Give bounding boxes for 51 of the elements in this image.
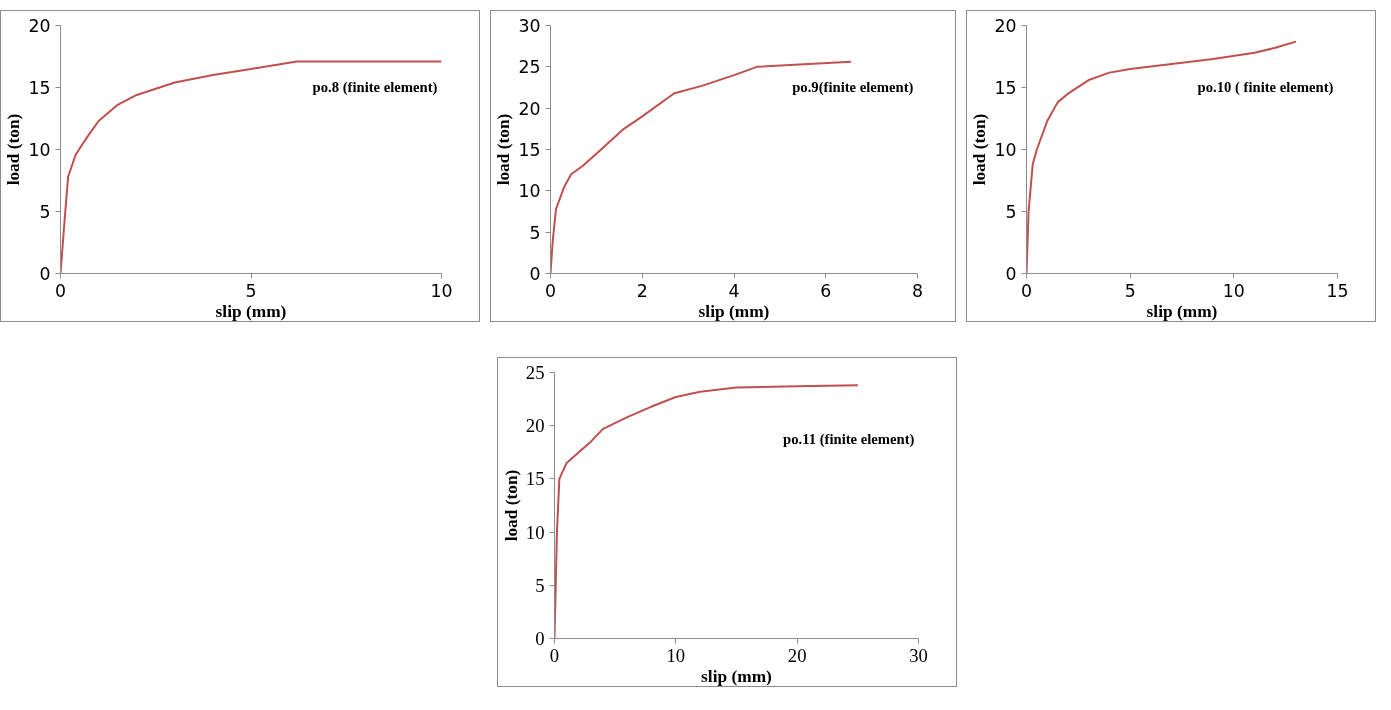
- y-tick-label: 20: [525, 415, 545, 437]
- y-tick-label: 10: [994, 140, 1017, 160]
- y-tick-label: 20: [28, 16, 51, 36]
- x-tick-label: 0: [1020, 280, 1033, 301]
- y-tick-label: 15: [525, 468, 545, 490]
- x-tick-label: 5: [245, 280, 257, 301]
- y-tick-label: 15: [994, 78, 1017, 98]
- y-tick-label: 10: [518, 181, 541, 202]
- text: po.11 (finite element): [783, 430, 915, 448]
- x-tick-label: 5: [1124, 280, 1136, 301]
- x-tick-label: 4: [728, 280, 740, 301]
- y-tick-label: 25: [525, 362, 545, 383]
- y-tick-label: 5: [529, 222, 541, 243]
- y-tick-label: 30: [518, 16, 541, 36]
- y-axis-title: load (ton): [4, 113, 24, 186]
- y-tick-label: 5: [39, 202, 51, 222]
- x-tick-label: 0: [549, 644, 560, 666]
- series-label: po.8 (finite element): [312, 78, 438, 96]
- x-tick-label: 10: [430, 280, 453, 301]
- y-axis-title: load (ton): [970, 113, 990, 186]
- y-axis-title: load (ton): [501, 469, 521, 542]
- x-axis-title: slip (mm): [215, 301, 287, 321]
- x-tick-label: 10: [1222, 280, 1245, 301]
- x-tick-label: 0: [54, 280, 67, 301]
- y-tick-label: 0: [1005, 264, 1017, 284]
- y-tick-label: 0: [529, 264, 541, 284]
- x-axis-title: slip (mm): [701, 666, 773, 686]
- y-tick-label: 20: [994, 16, 1017, 36]
- y-tick-label: 0: [535, 628, 545, 649]
- y-tick-label: 15: [28, 78, 51, 98]
- x-tick-label: 20: [787, 644, 807, 666]
- x-tick-label: 10: [666, 644, 686, 666]
- y-tick-label: 25: [518, 57, 541, 78]
- x-tick-label: 8: [911, 280, 924, 301]
- x-tick-label: 6: [820, 280, 832, 301]
- x-tick-label: 2: [636, 280, 648, 301]
- y-tick-label: 20: [518, 98, 541, 119]
- line-series: [554, 384, 859, 639]
- y-tick-label: 10: [525, 521, 545, 543]
- y-tick-label: 10: [28, 140, 51, 160]
- x-tick-label: 30: [909, 644, 928, 666]
- x-tick-label: 15: [1326, 280, 1349, 301]
- y-axis-title: load (ton): [494, 113, 514, 186]
- series-label: po.9(finite element): [792, 78, 914, 96]
- x-axis-title: slip (mm): [698, 301, 770, 321]
- series-label: po.10 ( finite element): [1197, 78, 1334, 96]
- y-tick-label: 15: [518, 140, 541, 160]
- y-tick-label: 0: [39, 264, 51, 284]
- y-tick-label: 5: [535, 574, 545, 596]
- x-axis-title: slip (mm): [1146, 301, 1218, 321]
- y-tick-label: 5: [1005, 202, 1017, 222]
